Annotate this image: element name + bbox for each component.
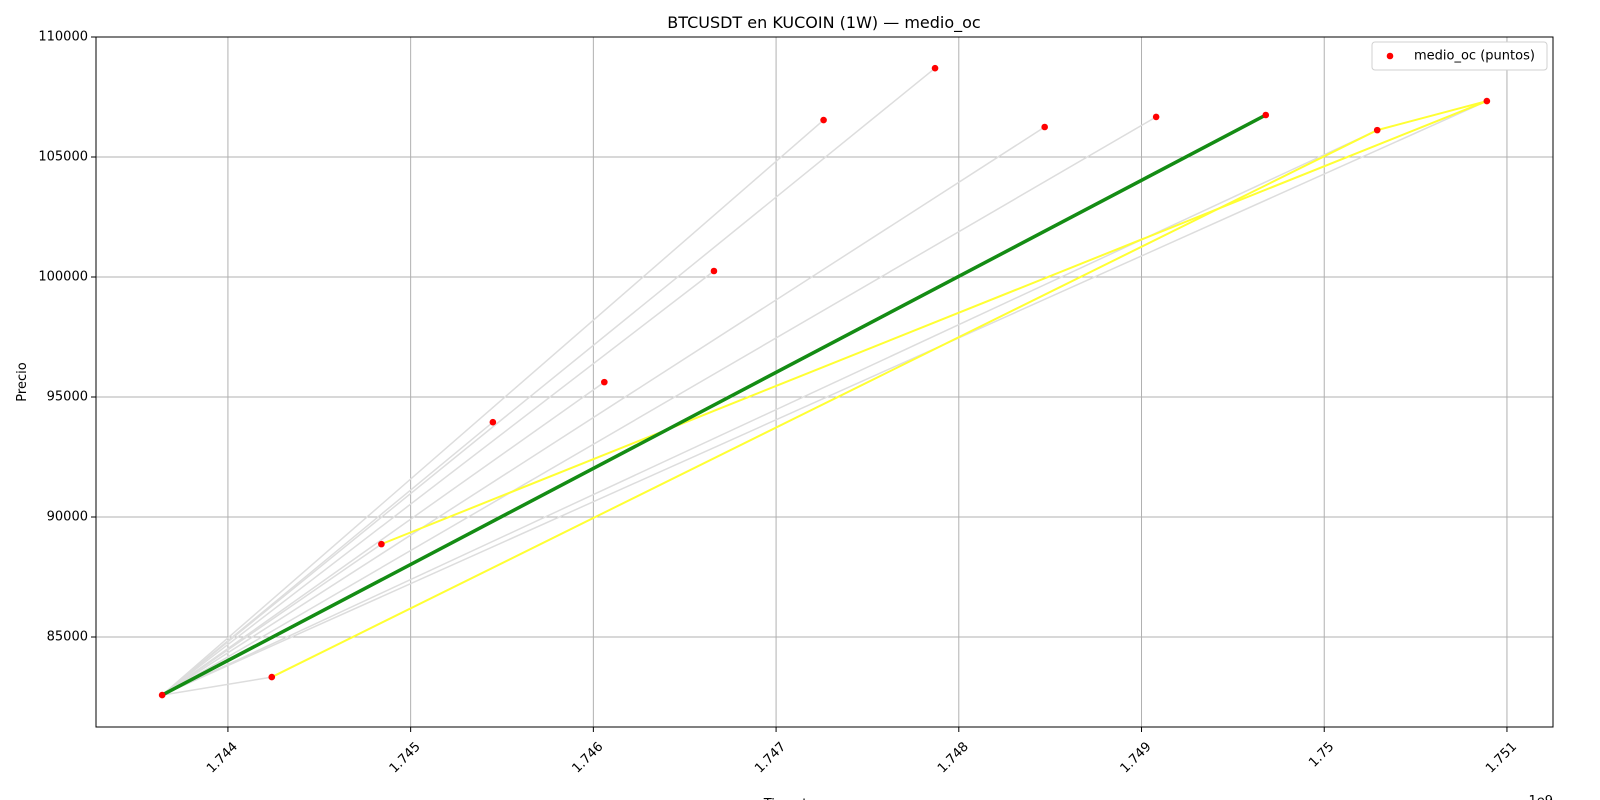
plot-frame bbox=[95, 36, 1554, 728]
connector-line bbox=[381, 100, 1488, 546]
connector-line bbox=[161, 129, 1378, 696]
y-tick-label: 100000 bbox=[38, 270, 88, 285]
data-point bbox=[158, 691, 166, 699]
legend-label: medio_oc (puntos) bbox=[1414, 49, 1535, 64]
data-point bbox=[601, 378, 608, 386]
data-point bbox=[1041, 123, 1048, 131]
chart-title: BTCUSDT en KUCOIN (1W) — medio_oc bbox=[667, 13, 980, 33]
x-tick-label: 1.751 bbox=[1483, 739, 1520, 776]
x-tick-label: 1.747 bbox=[752, 739, 789, 776]
data-point bbox=[268, 673, 276, 681]
connector-line bbox=[161, 116, 1157, 696]
connector-line bbox=[271, 100, 1488, 678]
data-point bbox=[1373, 126, 1381, 134]
x-tick-label: 1.748 bbox=[935, 739, 972, 776]
data-point bbox=[1483, 97, 1491, 105]
data-point bbox=[378, 540, 385, 548]
data-point bbox=[710, 267, 718, 275]
data-point bbox=[489, 418, 497, 426]
legend-marker bbox=[1386, 52, 1394, 60]
connector-line bbox=[161, 113, 1267, 697]
connector-line bbox=[161, 100, 1488, 696]
data-point bbox=[820, 116, 827, 124]
y-tick-label: 105000 bbox=[38, 150, 88, 165]
x-tick-label: 1.746 bbox=[569, 739, 606, 776]
legend: medio_oc (puntos) bbox=[1371, 41, 1548, 71]
data-point bbox=[1152, 113, 1160, 121]
y-tick-label: 110000 bbox=[38, 30, 88, 45]
x-tick-label: 1.749 bbox=[1118, 739, 1155, 776]
connector-line bbox=[162, 676, 272, 696]
x-tick-label: 1.75 bbox=[1306, 739, 1337, 770]
connector-line bbox=[161, 67, 936, 696]
connector-line bbox=[161, 119, 825, 696]
connector-line bbox=[161, 270, 715, 696]
legend-box bbox=[1371, 41, 1548, 71]
y-axis-label: Precio bbox=[15, 362, 30, 401]
connector-line bbox=[161, 126, 1046, 696]
data-point bbox=[931, 64, 939, 72]
x-offset-label: 1e9 bbox=[1528, 794, 1553, 800]
y-tick-label: 85000 bbox=[47, 630, 88, 645]
connector-line bbox=[161, 381, 605, 696]
y-tick-label: 95000 bbox=[47, 390, 88, 405]
x-tick-label: 1.745 bbox=[387, 739, 424, 776]
data-point bbox=[1262, 111, 1270, 119]
x-axis-label: Timestamp bbox=[763, 797, 837, 800]
y-tick-label: 90000 bbox=[47, 510, 88, 525]
x-tick-label: 1.744 bbox=[204, 739, 241, 776]
